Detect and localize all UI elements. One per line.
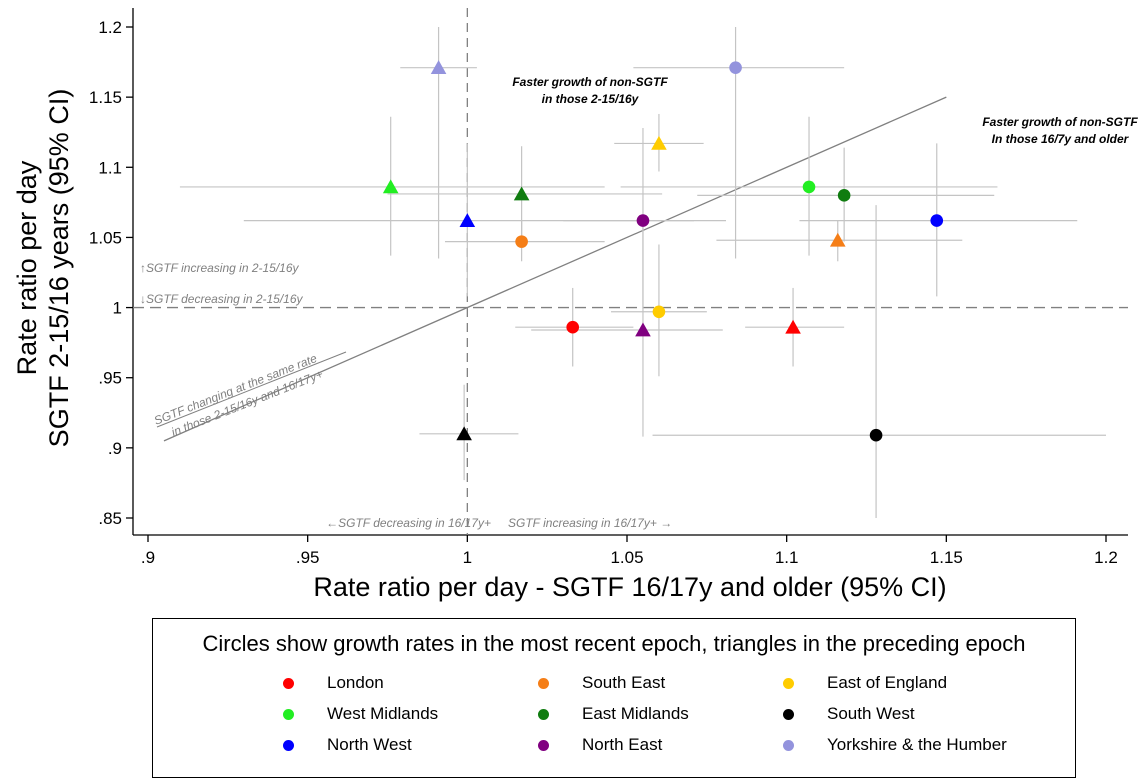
east-midlands-triangle-point	[513, 186, 530, 201]
y-tick-label: .9	[108, 439, 122, 458]
london-circle-point	[566, 320, 580, 334]
y-tick-label: .95	[98, 369, 122, 388]
north-east-triangle-point	[635, 322, 651, 337]
legend: Circles show growth rates in the most re…	[152, 618, 1076, 778]
x-tick-label: 1.2	[1094, 548, 1118, 567]
north-west-triangle-point	[459, 213, 476, 227]
y-tick-label: 1.15	[89, 88, 122, 107]
south-east-circle-point	[515, 235, 528, 248]
legend-marker	[283, 740, 294, 751]
south-east-triangle-point	[829, 232, 846, 247]
annotation-top-center-line2: in those 2-15/16y	[542, 92, 640, 106]
annotation-v-right: SGTF increasing in 16/17y+ →	[508, 516, 672, 530]
data-points	[382, 60, 944, 442]
south-west-triangle-point	[456, 426, 472, 441]
east-midlands-circle-point	[837, 189, 851, 202]
legend-label: London	[327, 673, 384, 692]
annotation-diagonal: SGTF changing at the same rate in those …	[152, 351, 325, 439]
y-tick-label: 1.2	[98, 18, 122, 37]
west-midlands-circle-point	[802, 180, 816, 194]
legend-marker	[783, 740, 794, 751]
annotation-top-right-line1: Faster growth of non-SGTF	[982, 115, 1138, 129]
north-west-circle-point	[930, 214, 944, 227]
london-triangle-point	[785, 319, 801, 334]
y-tick-label: .85	[98, 509, 122, 528]
legend-label: North East	[582, 735, 663, 754]
legend-marker	[783, 678, 794, 689]
y-axis-title-line1: Rate ratio per day	[12, 160, 42, 375]
x-tick-label: 1.15	[930, 548, 963, 567]
x-tick-label: .95	[296, 548, 320, 567]
legend-marker	[283, 709, 294, 720]
x-axis-title: Rate ratio per day - SGTF 16/17y and old…	[313, 572, 946, 602]
yorkshire-and-the-humber-triangle-point	[430, 60, 447, 75]
legend-label: West Midlands	[327, 704, 439, 723]
legend-marker	[783, 709, 794, 720]
error-bars	[179, 27, 1106, 518]
legend-marker	[283, 678, 294, 689]
y-tick-label: 1.05	[89, 228, 122, 247]
axes: .9 .95 1 1.05 1.1 1.15 1.2 .85 .9 .95 1 1.05 1.1 1.15…	[89, 8, 1128, 567]
annotation-h-below: ↓SGTF decreasing in 2-15/16y	[140, 292, 304, 306]
legend-label: South West	[827, 704, 915, 723]
yorkshire-and-the-humber-circle-point	[729, 61, 742, 74]
legend-label: North West	[327, 735, 412, 754]
annotation-h-above: ↑SGTF increasing in 2-15/16y	[140, 261, 300, 275]
annotation-top-right-line2: In those 16/7y and older	[992, 132, 1130, 146]
legend-marker	[538, 709, 549, 720]
legend-marker	[538, 678, 549, 689]
y-axis-title-line2: SGTF 2-15/16 years (95% CI)	[44, 89, 74, 448]
y-tick-label: 1	[113, 299, 122, 318]
y-tick-label: 1.1	[98, 158, 122, 177]
diagonal-label-rule	[156, 351, 347, 428]
annotation-top-center-line1: Faster growth of non-SGTF	[512, 75, 668, 89]
legend-label: East Midlands	[582, 704, 689, 723]
legend-label: East of England	[827, 673, 948, 692]
north-east-circle-point	[636, 214, 650, 227]
x-tick-label: 1.1	[775, 548, 799, 567]
south-west-circle-point	[869, 428, 883, 442]
equal-rate-line	[163, 96, 947, 442]
west-midlands-triangle-point	[382, 179, 399, 194]
legend-label: Yorkshire & the Humber	[827, 735, 1007, 754]
legend-label: South East	[582, 673, 666, 692]
annotation-v-left: ←SGTF decreasing in 16/17y+	[326, 516, 491, 530]
x-tick-label: 1	[463, 548, 472, 567]
east-of-england-circle-point	[652, 305, 666, 319]
east-of-england-triangle-point	[651, 135, 667, 150]
x-tick-label: 1.05	[610, 548, 643, 567]
x-tick-label: .9	[141, 548, 155, 567]
legend-marker	[538, 740, 549, 751]
legend-title: Circles show growth rates in the most re…	[202, 631, 1026, 656]
